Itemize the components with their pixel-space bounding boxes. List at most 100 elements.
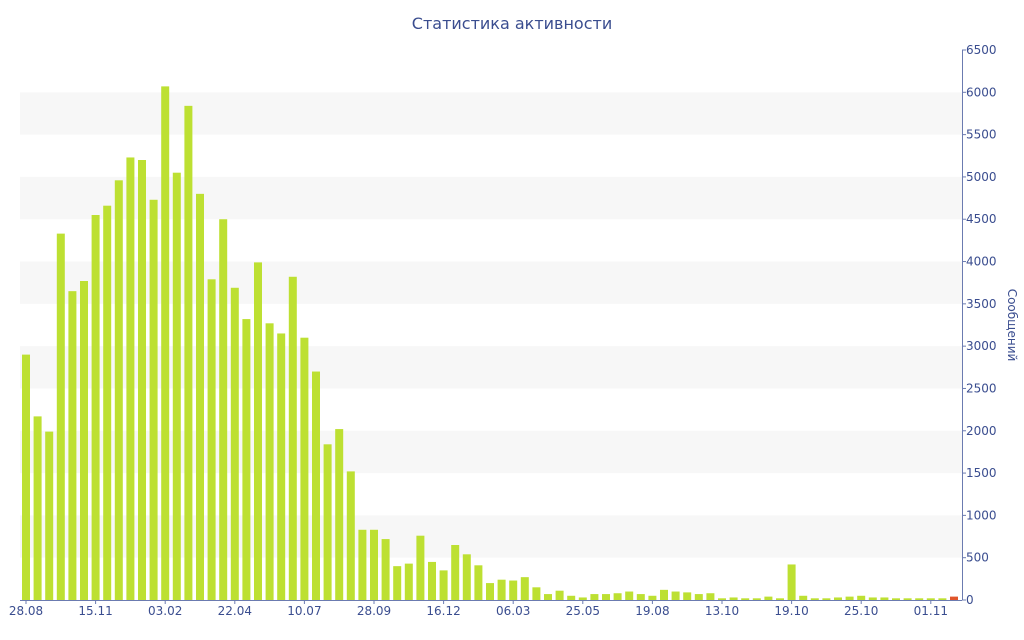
bar[interactable]	[718, 598, 726, 600]
bar[interactable]	[254, 262, 262, 600]
bar[interactable]	[451, 545, 460, 600]
bar[interactable]	[312, 371, 320, 600]
bar[interactable]	[22, 354, 30, 600]
bar[interactable]	[149, 199, 158, 600]
bar[interactable]	[532, 587, 541, 600]
bar[interactable]	[462, 554, 471, 600]
bar[interactable]	[660, 589, 668, 600]
bar[interactable]	[184, 105, 193, 600]
bar[interactable]	[880, 597, 889, 600]
bar[interactable]	[636, 594, 645, 600]
bar[interactable]	[950, 596, 958, 600]
bar[interactable]	[439, 570, 448, 600]
bar[interactable]	[393, 566, 402, 600]
bar[interactable]	[915, 598, 924, 600]
bar[interactable]	[868, 597, 877, 600]
bar[interactable]	[300, 337, 309, 600]
bar[interactable]	[381, 539, 390, 600]
bar[interactable]	[207, 279, 216, 600]
bar[interactable]	[520, 577, 529, 600]
bar[interactable]	[161, 86, 170, 600]
y-tick-label: 6500	[966, 43, 997, 57]
bar[interactable]	[787, 564, 796, 600]
y-tick-label: 500	[966, 551, 989, 565]
bar[interactable]	[706, 593, 715, 600]
bar[interactable]	[509, 580, 518, 600]
grid-band	[20, 92, 962, 135]
bar[interactable]	[578, 597, 587, 600]
bar[interactable]	[892, 598, 900, 600]
y-axis-label: Сообщений	[1005, 289, 1019, 362]
bar[interactable]	[799, 595, 808, 600]
bar[interactable]	[741, 598, 750, 600]
bar[interactable]	[810, 598, 819, 600]
x-tick-label: 16.12	[426, 604, 460, 618]
bar[interactable]	[346, 471, 355, 600]
bar[interactable]	[497, 579, 506, 600]
bar[interactable]	[45, 431, 54, 600]
x-tick-label: 03.02	[148, 604, 182, 618]
bar[interactable]	[428, 561, 436, 600]
x-tick-label: 06.03	[496, 604, 530, 618]
bar[interactable]	[91, 215, 100, 600]
bar[interactable]	[845, 596, 854, 600]
bar[interactable]	[613, 593, 622, 600]
bar[interactable]	[544, 594, 552, 600]
bar[interactable]	[126, 157, 135, 600]
bar[interactable]	[404, 563, 413, 600]
bar[interactable]	[938, 598, 947, 600]
x-tick-label: 25.05	[566, 604, 600, 618]
bar[interactable]	[822, 598, 831, 600]
bar[interactable]	[903, 598, 912, 600]
bar[interactable]	[68, 291, 77, 600]
bar[interactable]	[764, 596, 773, 600]
bar[interactable]	[172, 172, 181, 600]
bar[interactable]	[602, 594, 610, 600]
bar[interactable]	[567, 595, 576, 600]
bar[interactable]	[671, 591, 680, 600]
bar[interactable]	[474, 565, 483, 600]
bar[interactable]	[335, 429, 344, 600]
bar[interactable]	[33, 416, 42, 600]
bar[interactable]	[590, 594, 599, 600]
bar[interactable]	[242, 319, 251, 600]
x-tick-label: 25.10	[844, 604, 878, 618]
x-tick-label: 19.08	[635, 604, 669, 618]
bar[interactable]	[56, 233, 65, 600]
bar[interactable]	[196, 193, 204, 600]
bar[interactable]	[729, 597, 738, 600]
y-tick-label: 6000	[966, 85, 997, 99]
bar[interactable]	[323, 444, 332, 600]
x-tick-label: 28.08	[9, 604, 43, 618]
y-tick-label: 3500	[966, 297, 997, 311]
bar[interactable]	[80, 281, 88, 600]
bar[interactable]	[555, 590, 564, 600]
bar[interactable]	[114, 180, 123, 601]
bar[interactable]	[486, 583, 494, 600]
bar[interactable]	[219, 219, 228, 600]
bar[interactable]	[834, 597, 842, 600]
bar[interactable]	[370, 529, 378, 600]
bar[interactable]	[683, 592, 692, 600]
x-ticks-group: 28.08 15.11 03.02 22.04 10.07 28.09 16.12 06.03…	[9, 600, 948, 618]
chart-title: Статистика активности	[411, 14, 613, 33]
bar[interactable]	[103, 205, 112, 600]
bar[interactable]	[926, 598, 935, 600]
y-tick-label: 5000	[966, 170, 997, 184]
bar[interactable]	[694, 594, 703, 600]
x-tick-label: 01.11	[914, 604, 948, 618]
bar[interactable]	[265, 323, 274, 600]
bar[interactable]	[288, 276, 297, 600]
bar[interactable]	[648, 595, 657, 600]
bar[interactable]	[857, 595, 866, 600]
bar[interactable]	[416, 535, 425, 600]
bar[interactable]	[776, 598, 784, 600]
bar[interactable]	[230, 287, 239, 600]
bar[interactable]	[138, 160, 146, 600]
bar[interactable]	[625, 591, 634, 600]
bar[interactable]	[358, 529, 367, 600]
bar[interactable]	[752, 598, 761, 600]
bar[interactable]	[277, 333, 286, 600]
y-tick-label: 3000	[966, 339, 997, 353]
